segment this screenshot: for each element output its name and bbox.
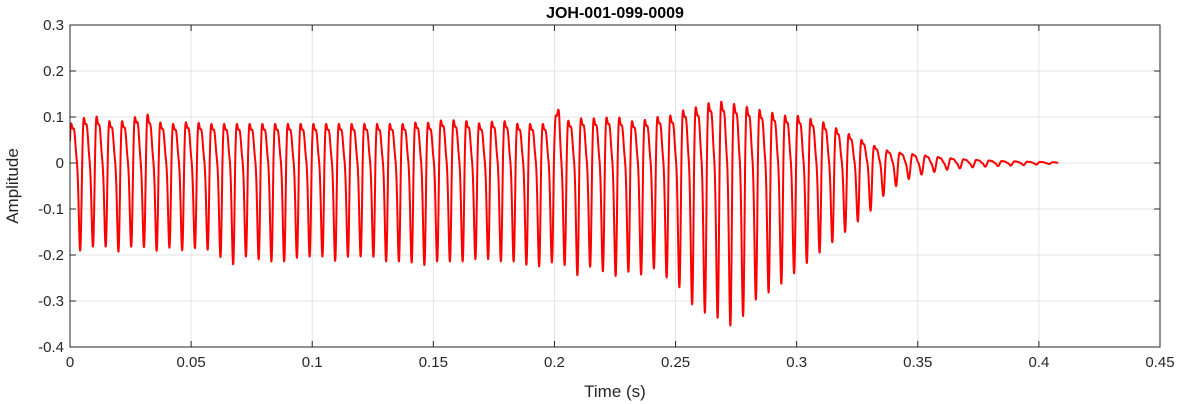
x-tick-label: 0.35 <box>903 354 932 371</box>
y-tick-label: 0.2 <box>43 63 64 80</box>
x-tick-label: 0.15 <box>419 354 448 371</box>
x-tick-label: 0 <box>66 354 74 371</box>
y-axis-label: Amplitude <box>3 148 22 224</box>
x-tick-label: 0.05 <box>177 354 206 371</box>
y-tick-label: 0.3 <box>43 17 64 34</box>
y-tick-label: 0 <box>56 155 64 172</box>
x-tick-label: 0.1 <box>302 354 323 371</box>
y-axis-ticks: -0.4 -0.3 -0.2 -0.1 0 0.1 0.2 0.3 <box>38 17 1160 356</box>
chart-title: JOH-001-099-0009 <box>546 5 684 22</box>
x-axis-label: Time (s) <box>584 382 646 401</box>
series-layer <box>70 100 1060 327</box>
x-tick-label: 0.25 <box>661 354 690 371</box>
x-tick-label: 0.2 <box>544 354 565 371</box>
x-tick-label: 0.3 <box>786 354 807 371</box>
y-tick-label: -0.3 <box>38 293 64 310</box>
plot-frame <box>69 24 1161 348</box>
y-tick-label: -0.2 <box>38 247 64 264</box>
y-tick-label: -0.1 <box>38 201 64 218</box>
plot-background <box>70 25 1160 347</box>
x-tick-label: 0.4 <box>1028 354 1049 371</box>
y-tick-label: -0.4 <box>38 339 64 356</box>
y-tick-label: 0.1 <box>43 109 64 126</box>
waveform-line <box>70 100 1060 327</box>
x-tick-label: 0.45 <box>1145 354 1174 371</box>
x-axis-ticks: 0 0.05 0.1 0.15 0.2 0.25 0.3 0.35 0.4 0.45 <box>66 25 1175 371</box>
grid-lines <box>70 25 1160 347</box>
